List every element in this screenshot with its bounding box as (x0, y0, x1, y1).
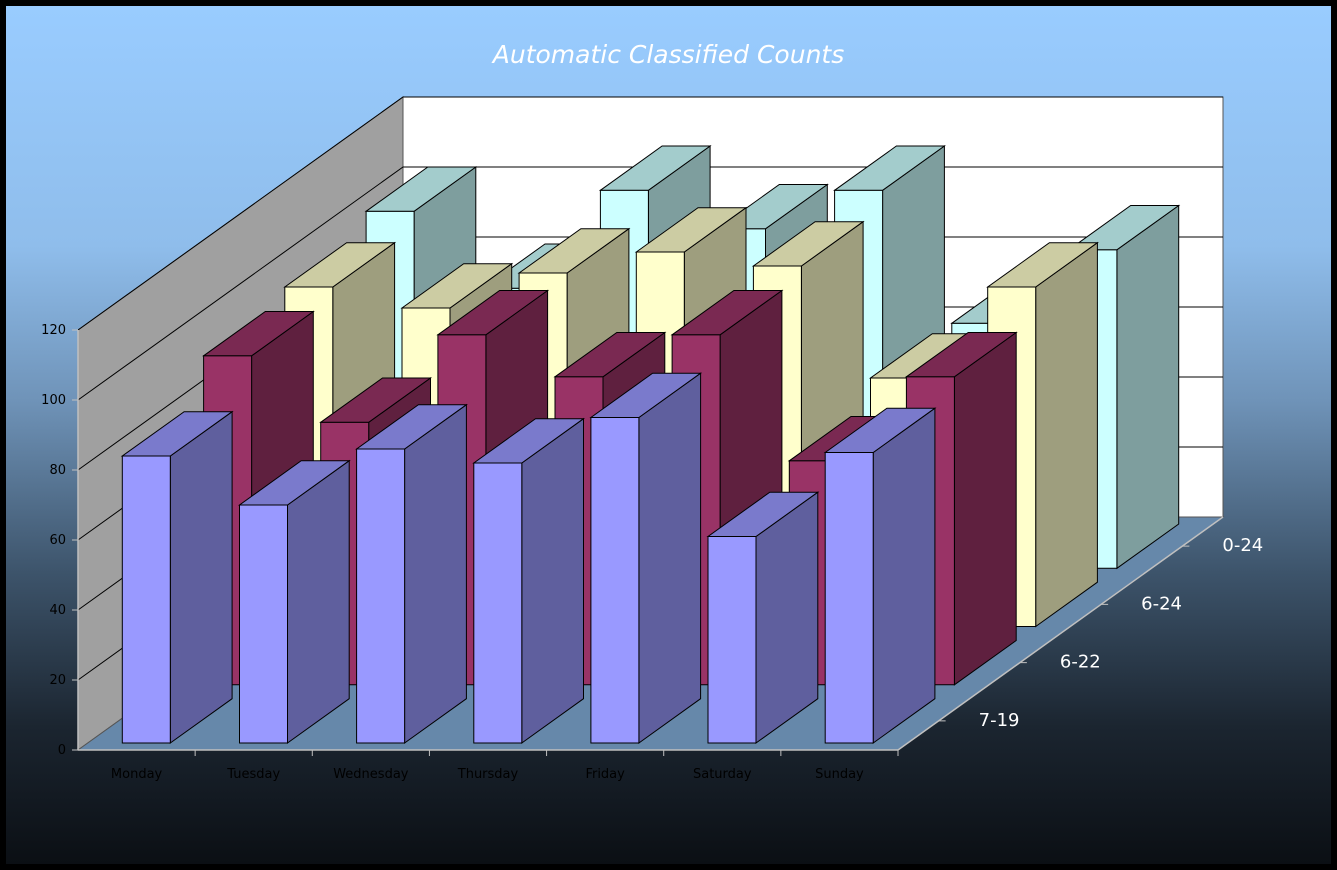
y-tick-label: 20 (49, 673, 66, 688)
bar-7-19-thursday (472, 417, 586, 744)
bar-top (1067, 205, 1181, 251)
series-label: 6-24 (1141, 593, 1182, 614)
bar-side (638, 372, 702, 744)
bar-side (169, 410, 233, 744)
bar-top (670, 290, 784, 336)
bar-top (517, 228, 631, 274)
bar-top (634, 207, 748, 253)
bar-top (319, 377, 433, 423)
bar-7-19-monday (120, 410, 234, 744)
bar-top (202, 311, 315, 357)
gridline (77, 166, 1223, 401)
y-tick-label: 80 (49, 463, 66, 478)
bar-top (986, 242, 1099, 288)
bar-side (953, 331, 1017, 686)
bar-top (436, 290, 550, 336)
bar-front (356, 448, 406, 744)
bar-top (589, 372, 703, 418)
series-label: 6-22 (1060, 652, 1101, 673)
bar-7-19-friday (589, 372, 703, 744)
bar-top (355, 404, 468, 450)
series-label: 0-24 (1222, 535, 1263, 556)
bar-front (824, 452, 874, 744)
y-tick-label: 60 (49, 533, 66, 548)
bar-front (239, 504, 288, 744)
series-label: 7-19 (979, 710, 1020, 731)
bar-front (473, 462, 523, 744)
x-tick-label: Tuesday (226, 767, 280, 782)
x-tick-label: Sunday (815, 767, 864, 782)
bar-top (283, 242, 397, 288)
bar-top (904, 332, 1018, 378)
y-tick-label: 120 (41, 323, 66, 338)
bar-top (553, 332, 667, 378)
bar-side (872, 407, 936, 744)
bar-top (472, 418, 586, 464)
x-tick-label: Wednesday (333, 767, 409, 782)
bar-top (598, 145, 712, 191)
chart-title: Automatic Classified Counts (492, 40, 845, 69)
bar-side (287, 459, 350, 744)
bar-7-19-wednesday (355, 403, 468, 744)
bar-top (706, 491, 820, 537)
bar-top (833, 145, 946, 191)
x-tick-label: Monday (111, 767, 163, 782)
bar-side (1116, 204, 1180, 570)
bar-top (120, 411, 234, 457)
gridline (77, 96, 1223, 331)
bar-side (404, 403, 467, 744)
bar-side (1035, 241, 1098, 628)
bar-side (521, 417, 584, 744)
bar-top (751, 221, 865, 267)
depth-axis-line (897, 516, 1224, 751)
y-tick-label: 40 (49, 603, 66, 618)
bar-top (400, 263, 514, 309)
bar-7-19-tuesday (237, 459, 351, 744)
bar-7-19-saturday (706, 491, 820, 744)
bar-top (237, 460, 351, 506)
bar-top (823, 407, 937, 453)
bar-front (121, 455, 171, 744)
x-tick-label: Thursday (457, 767, 519, 782)
bar-front (590, 417, 640, 744)
x-tick-label: Saturday (693, 767, 752, 782)
bar-top (364, 166, 478, 212)
y-tick-label: 100 (41, 393, 66, 408)
y-tick-label: 0 (58, 743, 66, 758)
bar-front (707, 536, 757, 744)
bar-7-19-sunday (823, 407, 937, 744)
x-tick-label: Friday (585, 767, 625, 782)
